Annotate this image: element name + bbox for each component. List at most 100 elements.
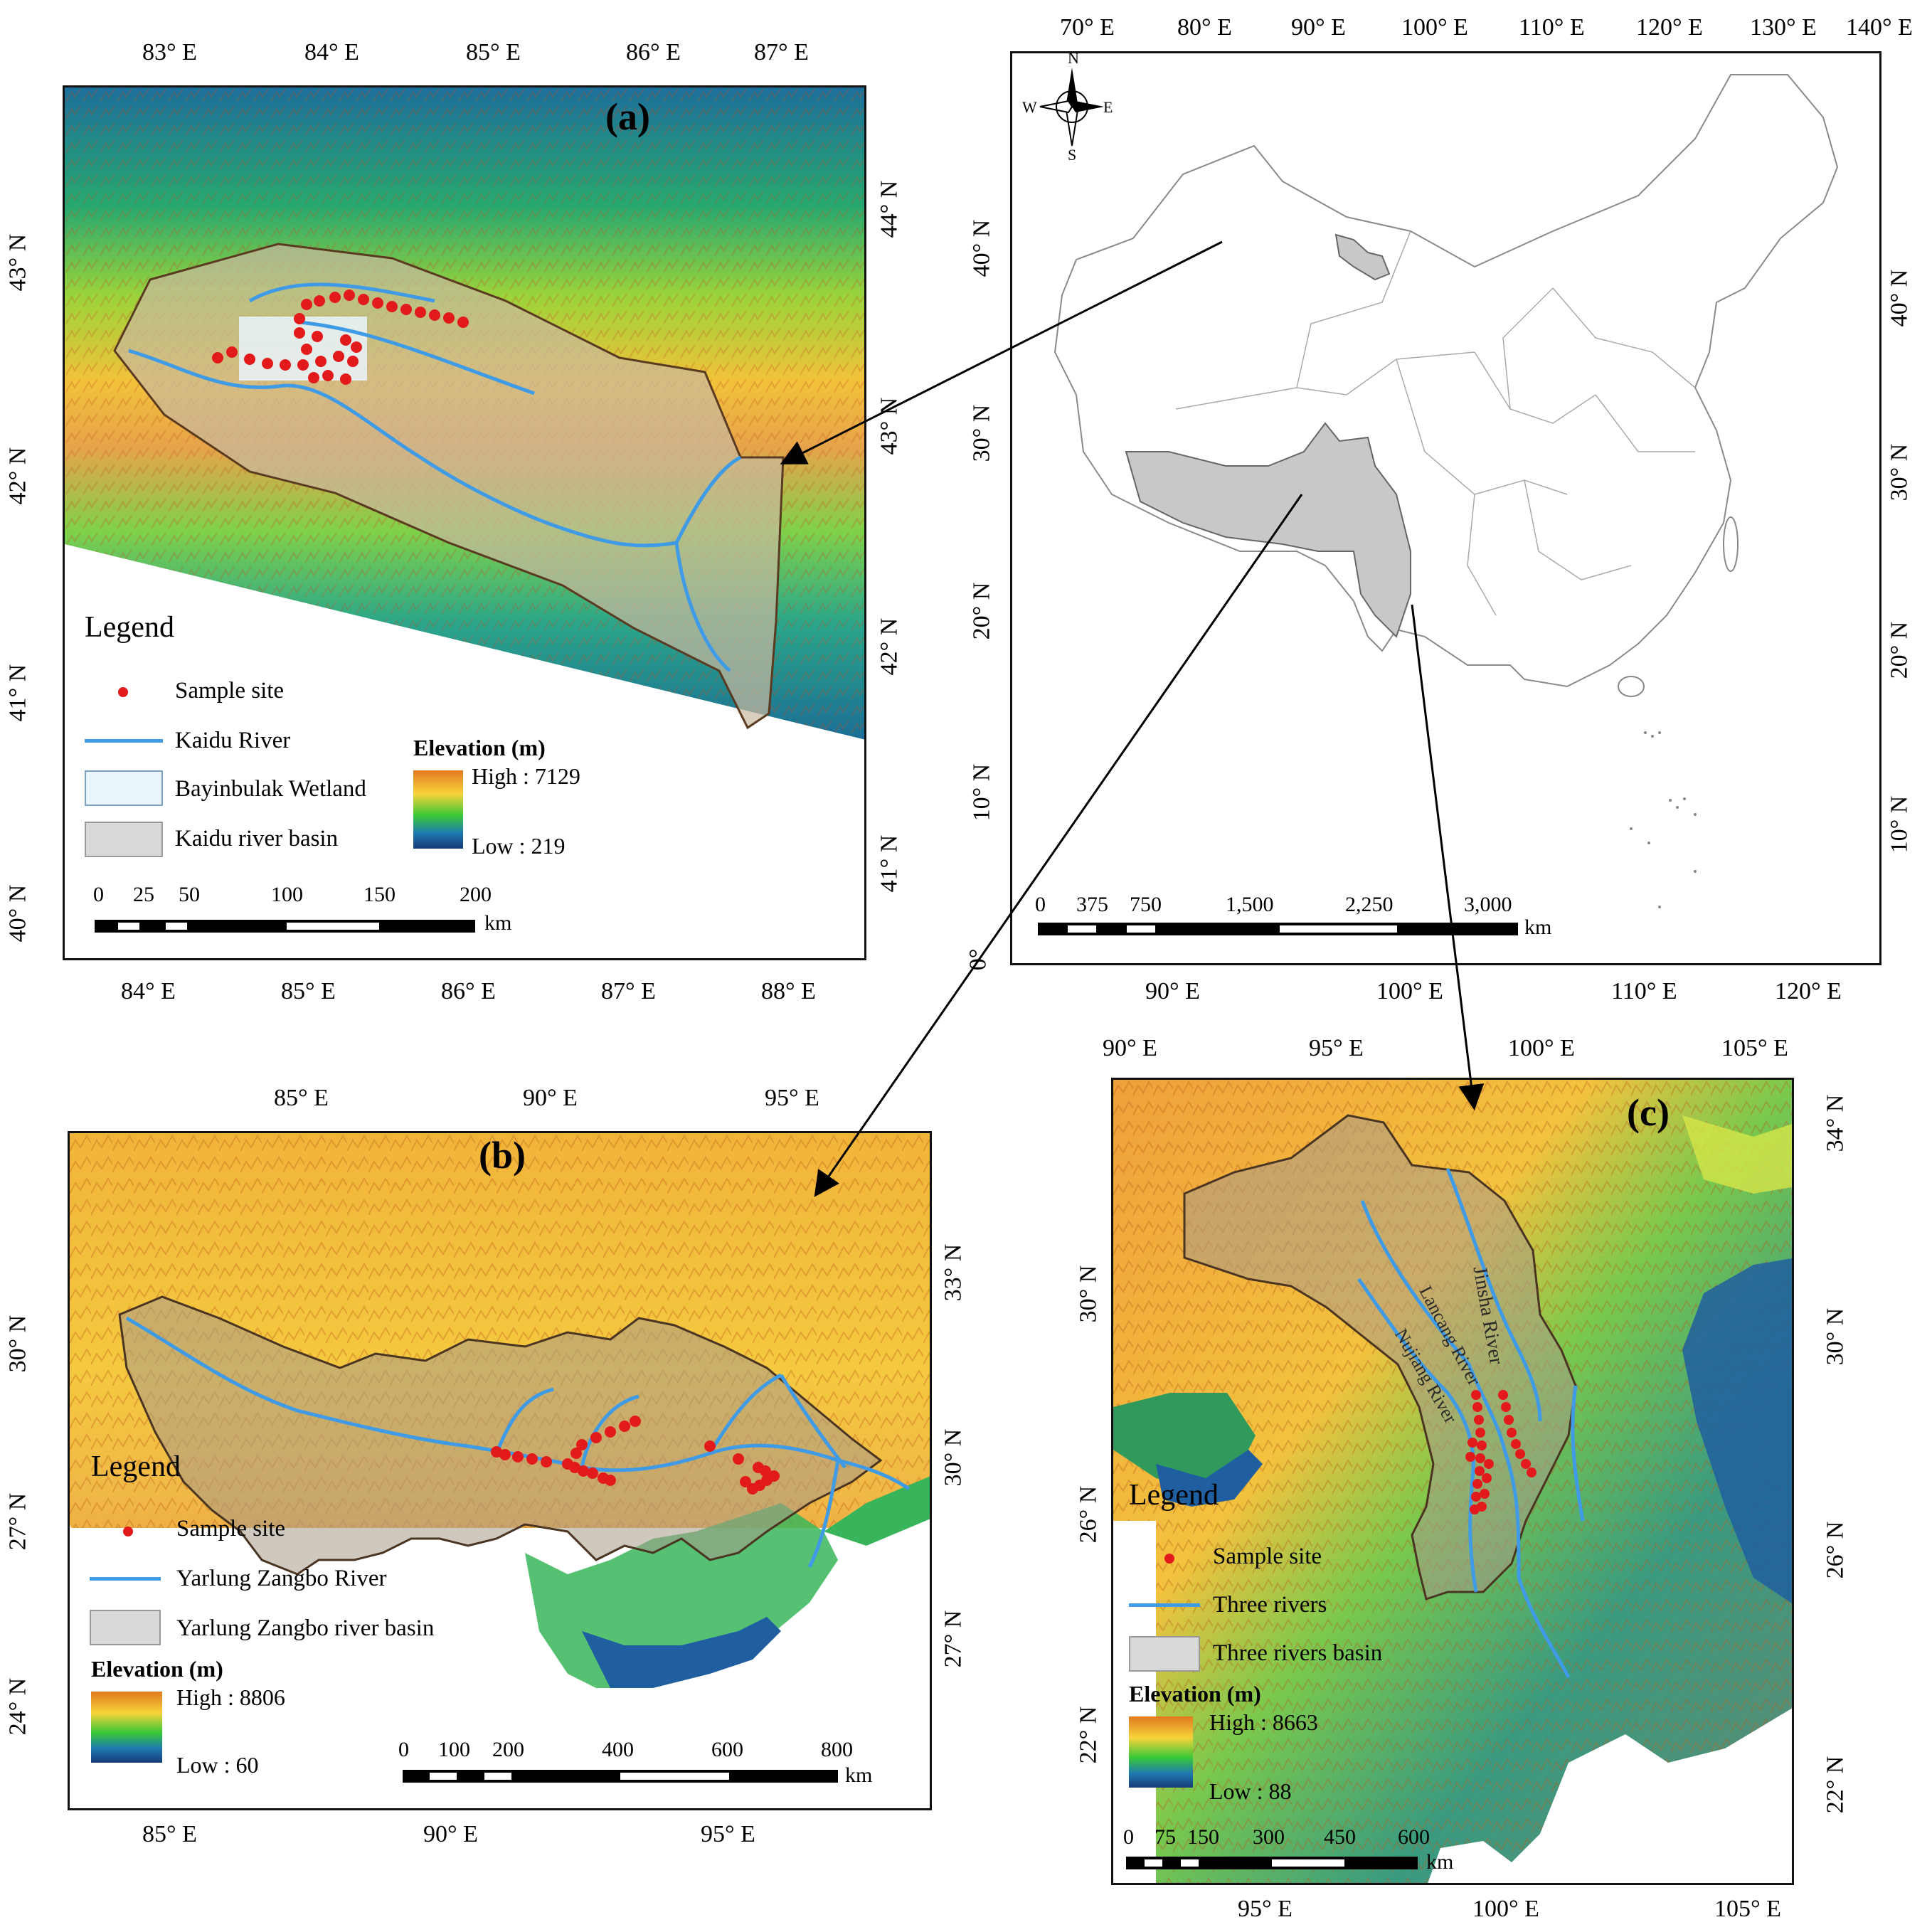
scale-label: 0 bbox=[398, 1738, 409, 1761]
lancang-river bbox=[1360, 1200, 1521, 1578]
sample-sites-b bbox=[491, 1416, 780, 1495]
panel-china-map: N S E W 0 375 750 1,500 2,250 3,000 km bbox=[1010, 51, 1881, 965]
tick: 26° N bbox=[1075, 1485, 1102, 1544]
panel-a-terrain bbox=[65, 87, 864, 740]
three-rivers-basin bbox=[1183, 1114, 1577, 1601]
scale-label: 450 bbox=[1324, 1825, 1356, 1849]
panel-c-label: (c) bbox=[1627, 1091, 1670, 1134]
tick: 40° N bbox=[968, 219, 995, 277]
tick: 90° E bbox=[523, 1085, 578, 1111]
scale-label: 375 bbox=[1076, 893, 1108, 916]
scale-bar-graphic bbox=[95, 920, 475, 933]
sample-sites-c bbox=[1465, 1390, 1536, 1514]
scale-label: 2,250 bbox=[1345, 893, 1394, 916]
tick: 30° N bbox=[1886, 443, 1913, 501]
scale-bar-graphic bbox=[403, 1770, 838, 1783]
tick: 86° E bbox=[626, 39, 681, 65]
kaidu-region bbox=[1334, 233, 1391, 281]
legend-sample-site: Sample site bbox=[176, 1516, 286, 1541]
tick: 30° N bbox=[1822, 1307, 1849, 1366]
scale-label: 100 bbox=[438, 1738, 470, 1761]
tick: 84° E bbox=[304, 39, 359, 65]
elevation-ramp bbox=[413, 770, 463, 849]
compass-e: E bbox=[1103, 98, 1113, 116]
scale-bar-graphic bbox=[1038, 923, 1518, 935]
elevation-low: Low : 219 bbox=[472, 833, 566, 859]
tick: 140° E bbox=[1846, 14, 1913, 41]
tick: 95° E bbox=[1238, 1896, 1293, 1922]
scale-label: 75 bbox=[1155, 1825, 1176, 1849]
scale-label: 800 bbox=[821, 1738, 853, 1761]
panel-a-map: (a) Legend Sample site Kaidu River Bayin… bbox=[63, 85, 866, 960]
tick: 95° E bbox=[765, 1085, 819, 1111]
legend-basin: Yarlung Zangbo river basin bbox=[176, 1615, 435, 1641]
panel-b-label: (b) bbox=[479, 1134, 526, 1177]
elevation-title: Elevation (m) bbox=[91, 1656, 223, 1682]
elevation-high: High : 7129 bbox=[472, 763, 580, 789]
scale-label: 150 bbox=[363, 883, 396, 906]
tick: 130° E bbox=[1750, 14, 1817, 41]
elevation-title: Elevation (m) bbox=[413, 735, 546, 760]
legend-title: Legend bbox=[91, 1450, 181, 1483]
tick: 27° N bbox=[4, 1492, 31, 1551]
scale-label: 200 bbox=[492, 1738, 524, 1761]
tick: 10° N bbox=[1886, 795, 1913, 854]
legend-river: Kaidu River bbox=[175, 728, 291, 753]
tick: 85° E bbox=[281, 978, 336, 1004]
scale-label: 400 bbox=[602, 1738, 634, 1761]
tick: 43° N bbox=[4, 233, 31, 292]
scale-label: 600 bbox=[711, 1738, 743, 1761]
basin-swatch bbox=[90, 1610, 161, 1645]
tick: 85° E bbox=[142, 1821, 197, 1847]
sample-site-swatch bbox=[123, 1527, 133, 1536]
tick: 90° E bbox=[1103, 1035, 1157, 1061]
river-swatch bbox=[1129, 1603, 1200, 1607]
tick: 90° E bbox=[423, 1821, 478, 1847]
legend-sample-site: Sample site bbox=[1213, 1544, 1322, 1569]
tick: 85° E bbox=[274, 1085, 329, 1111]
tick: 42° N bbox=[876, 617, 903, 676]
legend-wetland: Bayinbulak Wetland bbox=[175, 776, 366, 802]
tick: 0° bbox=[965, 948, 992, 971]
tick: 88° E bbox=[761, 978, 816, 1004]
panel-b-terrain bbox=[70, 1133, 930, 1808]
tick: 70° E bbox=[1060, 14, 1115, 41]
tick: 87° E bbox=[601, 978, 656, 1004]
tick: 95° E bbox=[1309, 1035, 1364, 1061]
legend-river: Yarlung Zangbo River bbox=[176, 1566, 387, 1591]
tick: 84° E bbox=[121, 978, 176, 1004]
elevation-high: High : 8663 bbox=[1209, 1709, 1318, 1735]
yarlung-basin bbox=[118, 1295, 883, 1576]
tick: 41° N bbox=[4, 664, 31, 722]
tick: 110° E bbox=[1519, 14, 1585, 41]
legend-title: Legend bbox=[1129, 1479, 1219, 1512]
tick: 105° E bbox=[1714, 1896, 1781, 1922]
tick: 44° N bbox=[876, 180, 903, 238]
tick: 40° N bbox=[1886, 269, 1913, 327]
tick: 86° E bbox=[441, 978, 496, 1004]
tick: 10° N bbox=[968, 763, 995, 822]
tick: 30° N bbox=[968, 404, 995, 462]
river-swatch bbox=[90, 1577, 161, 1581]
tick: 27° N bbox=[940, 1610, 967, 1668]
elevation-ramp bbox=[91, 1692, 162, 1763]
scale-label: 0 bbox=[93, 883, 104, 906]
tick: 100° E bbox=[1472, 1896, 1539, 1922]
panel-c-terrain bbox=[1113, 1080, 1792, 1883]
scale-label: 0 bbox=[1123, 1825, 1134, 1849]
tick: 90° E bbox=[1291, 14, 1346, 41]
tick: 30° N bbox=[1075, 1265, 1102, 1323]
tick: 20° N bbox=[968, 582, 995, 640]
tick: 90° E bbox=[1145, 978, 1200, 1004]
tick: 120° E bbox=[1636, 14, 1703, 41]
tick: 100° E bbox=[1508, 1035, 1575, 1061]
legend-sample-site: Sample site bbox=[175, 678, 285, 704]
tick: 83° E bbox=[142, 39, 197, 65]
tick: 85° E bbox=[466, 39, 521, 65]
elevation-low: Low : 88 bbox=[1209, 1778, 1292, 1804]
scale-label: 3,000 bbox=[1464, 893, 1512, 916]
elevation-low: Low : 60 bbox=[176, 1752, 259, 1778]
tick: 43° N bbox=[876, 397, 903, 455]
scale-label: 0 bbox=[1035, 893, 1046, 916]
compass-w: W bbox=[1022, 98, 1037, 116]
